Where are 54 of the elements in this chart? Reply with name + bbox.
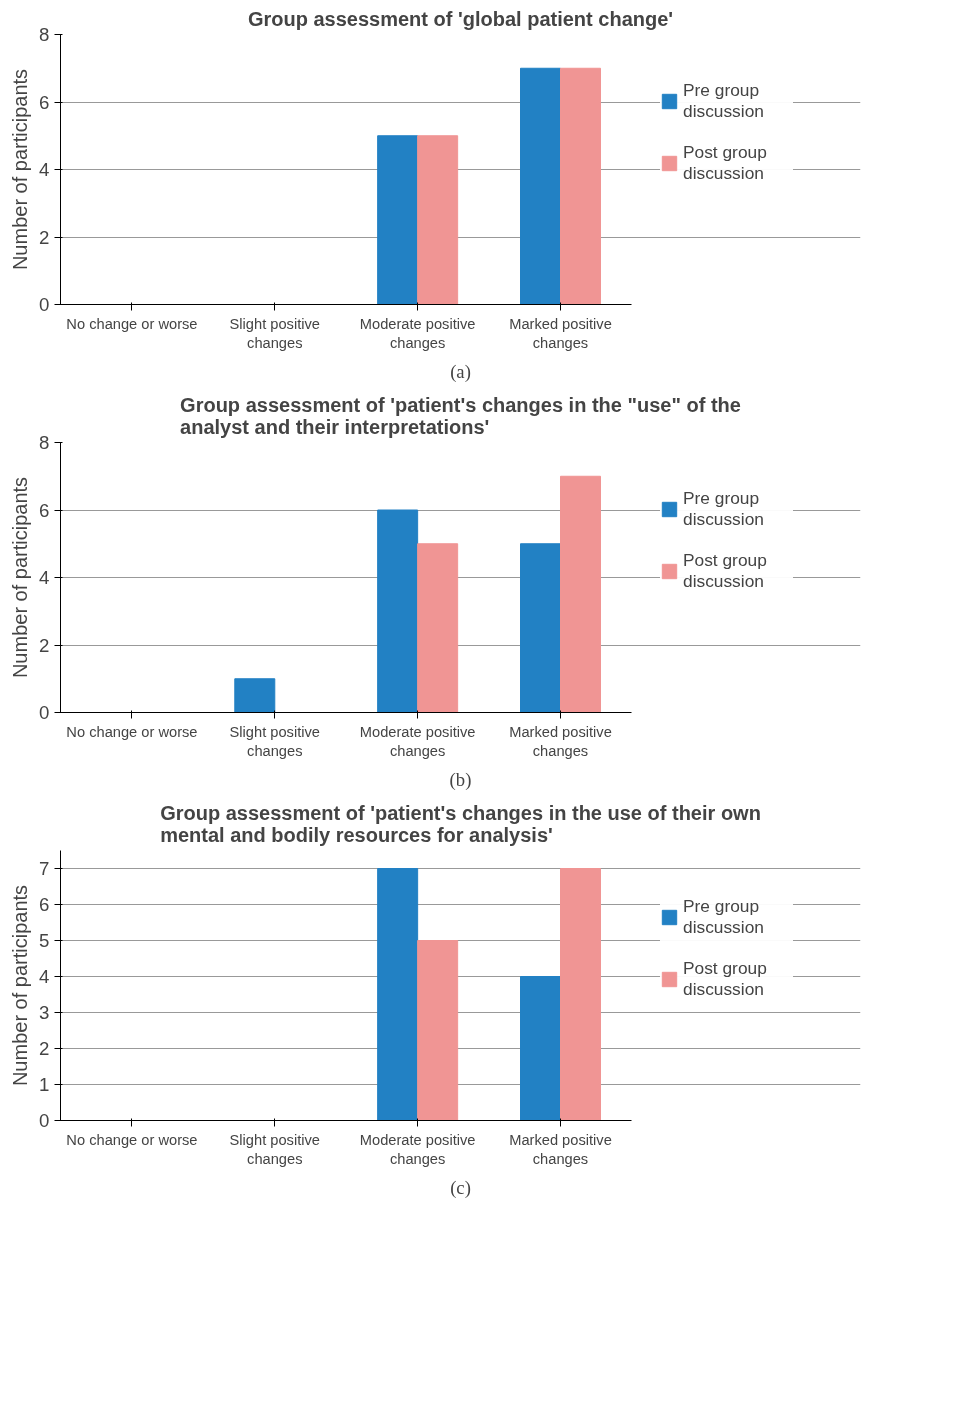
x-tick-label: Slight positive changes — [229, 315, 321, 351]
bar — [520, 543, 561, 713]
y-tick-label: 6 — [39, 499, 50, 521]
chart-title: Group assessment of 'patient's changes in the "use" of the analyst and their interpretations' — [180, 393, 741, 438]
legend-label: Pre group discussion — [683, 80, 765, 122]
x-tick-label: Slight positive changes — [229, 723, 321, 759]
y-tick-label: 2 — [39, 1038, 50, 1059]
y-tick-label: 4 — [39, 966, 50, 987]
x-tick-label: No change or worse — [66, 1131, 198, 1148]
y-tick-label: 4 — [39, 567, 50, 588]
y-tick-label: 8 — [39, 24, 50, 45]
text: (a) — [450, 360, 471, 383]
bar — [377, 868, 419, 1121]
y-tick-label: 0 — [39, 1110, 50, 1131]
bar — [560, 868, 601, 1121]
y-tick-label: 0 — [39, 294, 50, 315]
y-axis-title: Number of participants — [9, 476, 32, 679]
y-tick-label: 6 — [39, 91, 50, 113]
y-tick-label: 0 — [39, 702, 50, 723]
x-tick-label: Moderate positive changes — [359, 315, 476, 351]
chart-title: Group assessment of 'patient's changes in the use of their own mental and bodily resources for analysis' — [160, 801, 761, 846]
y-tick-label: 5 — [39, 930, 50, 951]
legend-label: Pre group discussion — [683, 488, 765, 530]
x-tick-label: Slight positive changes — [229, 1131, 321, 1167]
text: (c) — [450, 1176, 471, 1199]
legend-label: Post group discussion — [683, 550, 768, 592]
y-tick-label: 7 — [39, 858, 50, 879]
legend-label: Post group discussion — [683, 958, 768, 1000]
y-axis-title: Number of participants — [9, 68, 32, 271]
y-axis-title: Number of participants — [9, 884, 32, 1087]
bar — [417, 543, 459, 713]
x-tick-label: Marked positive changes — [509, 723, 612, 759]
bar — [377, 509, 419, 713]
x-tick-label: Moderate positive changes — [359, 723, 476, 759]
x-tick-label: No change or worse — [66, 315, 198, 332]
bar — [560, 475, 601, 713]
bar — [520, 976, 561, 1121]
bar — [234, 678, 276, 713]
y-tick-label: 2 — [39, 226, 50, 248]
y-tick-label: 2 — [39, 634, 50, 656]
y-tick-label: 6 — [39, 894, 50, 915]
text: (b) — [449, 768, 472, 791]
x-tick-label: No change or worse — [66, 723, 198, 740]
y-tick-label: 8 — [39, 432, 50, 453]
y-tick-label: 4 — [39, 159, 50, 180]
chart-title: Group assessment of 'global patient change' — [247, 7, 674, 30]
x-tick-label: Moderate positive changes — [359, 1131, 476, 1167]
legend-label: Pre group discussion — [683, 896, 765, 938]
x-tick-label: Marked positive changes — [509, 315, 612, 351]
y-tick-label: 1 — [39, 1074, 50, 1095]
bar — [417, 940, 459, 1121]
y-tick-label: 3 — [39, 1002, 50, 1023]
legend-label: Post group discussion — [683, 142, 768, 184]
x-tick-label: Marked positive changes — [509, 1131, 612, 1167]
